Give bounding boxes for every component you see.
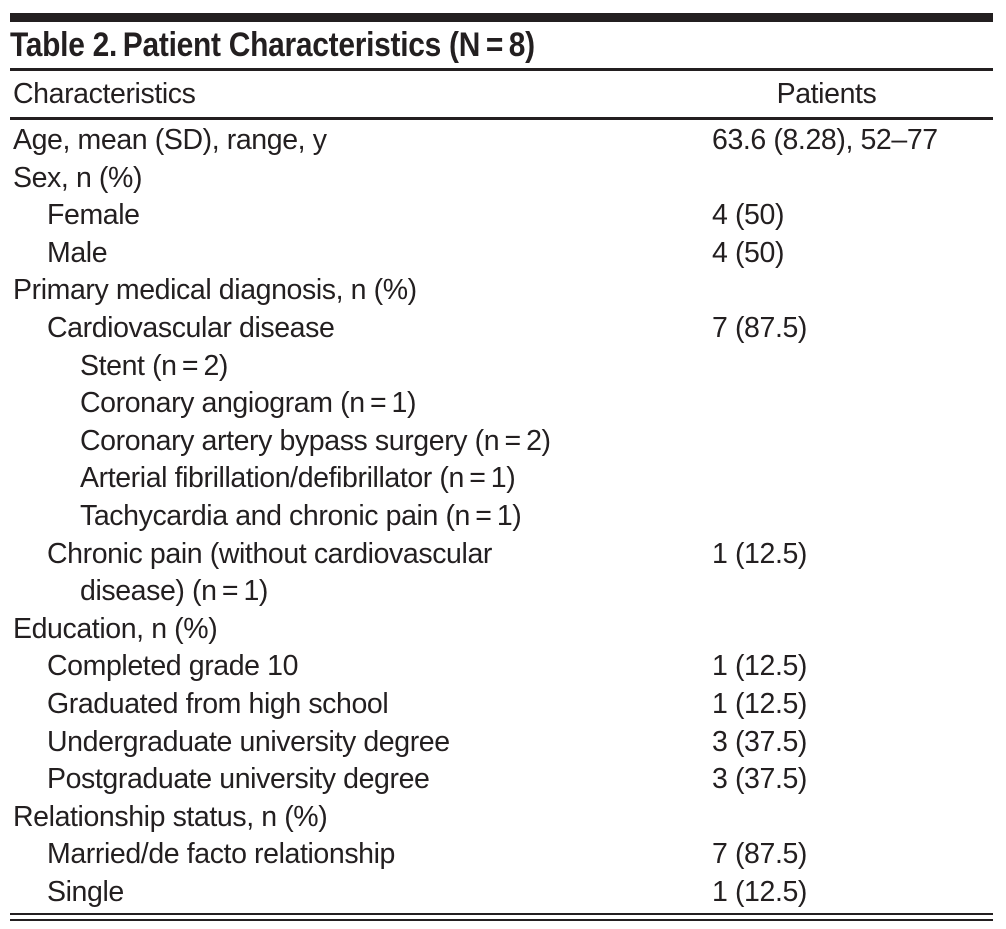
table-row: Education, n (%)	[10, 611, 993, 649]
row-label: Graduated from high school	[47, 687, 389, 720]
row-label-continuation: disease) (n = 1)	[80, 575, 268, 608]
row-value	[700, 498, 993, 536]
row-label-cell: Completed grade 10	[10, 648, 700, 686]
top-rule	[10, 13, 993, 22]
row-value: 63.6 (8.28), 52–77	[712, 124, 938, 156]
table-row: Stent (n = 2)	[10, 348, 993, 386]
column-header-characteristics: Characteristics	[13, 78, 196, 110]
column-header-patients: Patients	[776, 78, 877, 110]
row-label: Single	[47, 875, 124, 908]
row-label: Married/de facto relationship	[47, 838, 396, 871]
row-value: 1 (12.5)	[712, 687, 808, 720]
row-value	[700, 160, 993, 198]
table-row: Relationship status, n (%)	[10, 799, 993, 837]
row-label: Stent (n = 2)	[80, 349, 229, 382]
table-row: Tachycardia and chronic pain (n = 1)	[10, 498, 993, 536]
row-label-cell: Education, n (%)	[10, 611, 700, 649]
row-label: Completed grade 10	[47, 650, 299, 683]
row-value: 1 (12.5)	[712, 650, 808, 683]
row-label: Cardiovascular disease	[47, 311, 335, 344]
row-label-cell: Primary medical diagnosis, n (%)	[10, 272, 700, 310]
row-label-cell: Arterial fibrillation/defibrillator (n =…	[10, 460, 700, 498]
row-label-cell: Chronic pain (without cardiovascular dise…	[10, 536, 700, 611]
row-label: Coronary artery bypass surgery (n = 2)	[80, 424, 551, 457]
table-row: Coronary angiogram (n = 1)	[10, 385, 993, 423]
table-row: Male 4 (50)	[10, 235, 993, 273]
row-label-cell: Undergraduate university degree	[10, 724, 700, 762]
table-row: Coronary artery bypass surgery (n = 2)	[10, 423, 993, 461]
paper-table: Table 2. Patient Characteristics (N = 8)…	[10, 13, 993, 922]
row-label-cell: Sex, n (%)	[10, 160, 700, 198]
row-label-cell: Age, mean (SD), range, y	[10, 122, 700, 160]
row-label-cell: Married/de facto relationship	[10, 836, 700, 874]
row-label: Male	[47, 236, 108, 269]
table-row: Completed grade 10 1 (12.5)	[10, 648, 993, 686]
row-label: Arterial fibrillation/defibrillator (n =…	[80, 462, 516, 495]
row-label-cell: Cardiovascular disease	[10, 310, 700, 348]
table-row: Graduated from high school 1 (12.5)	[10, 686, 993, 724]
row-label-cell: Relationship status, n (%)	[10, 799, 700, 837]
bottom-rule	[10, 913, 993, 922]
row-value: 1 (12.5)	[712, 875, 808, 908]
row-label: Primary medical diagnosis, n (%)	[13, 274, 417, 307]
table-row: Single 1 (12.5)	[10, 874, 993, 912]
table-row: Arterial fibrillation/defibrillator (n =…	[10, 460, 993, 498]
row-value	[700, 385, 993, 423]
table-row: Married/de facto relationship 7 (87.5)	[10, 836, 993, 874]
row-value: 7 (87.5)	[712, 311, 808, 344]
row-label: Age, mean (SD), range, y	[13, 124, 327, 156]
table-row: Cardiovascular disease 7 (87.5)	[10, 310, 993, 348]
title-rule	[10, 68, 993, 71]
row-label: Female	[47, 199, 140, 232]
table-row: Female 4 (50)	[10, 197, 993, 235]
row-value: 4 (50)	[712, 236, 785, 269]
row-value	[700, 423, 993, 461]
table-row: Age, mean (SD), range, y 63.6 (8.28), 52–…	[10, 122, 993, 160]
row-label-cell: Tachycardia and chronic pain (n = 1)	[10, 498, 700, 536]
row-label: Sex, n (%)	[13, 161, 143, 194]
row-label-cell: Male	[10, 235, 700, 273]
row-value	[700, 348, 993, 386]
table-row: Chronic pain (without cardiovascular dise…	[10, 536, 993, 611]
row-label: Coronary angiogram (n = 1)	[80, 387, 417, 420]
row-label-cell: Graduated from high school	[10, 686, 700, 724]
row-label-cell: Single	[10, 874, 700, 912]
row-value: 3 (37.5)	[712, 763, 808, 796]
row-label: Postgraduate university degree	[47, 763, 430, 796]
row-label-cell: Stent (n = 2)	[10, 348, 700, 386]
table-row: Undergraduate university degree 3 (37.5)	[10, 724, 993, 762]
row-value	[700, 799, 993, 837]
row-value: 4 (50)	[712, 199, 785, 232]
table-row: Sex, n (%)	[10, 160, 993, 198]
table-title: Table 2. Patient Characteristics (N = 8)	[10, 25, 535, 64]
table-row: Postgraduate university degree 3 (37.5)	[10, 761, 993, 799]
row-value: 3 (37.5)	[712, 725, 808, 758]
row-label: Relationship status, n (%)	[13, 800, 328, 833]
row-value: 1 (12.5)	[712, 537, 808, 570]
table-row: Primary medical diagnosis, n (%)	[10, 272, 993, 310]
table-header-row: Characteristics Patients	[10, 71, 993, 117]
row-label-cell: Female	[10, 197, 700, 235]
table-title-band: Table 2. Patient Characteristics (N = 8)	[10, 22, 993, 68]
table-body: Age, mean (SD), range, y 63.6 (8.28), 52–…	[10, 120, 993, 911]
row-label: Education, n (%)	[13, 612, 218, 645]
row-label: Chronic pain (without cardiovascular	[47, 537, 492, 570]
row-label-cell: Coronary angiogram (n = 1)	[10, 385, 700, 423]
row-label-cell: Coronary artery bypass surgery (n = 2)	[10, 423, 700, 461]
row-value: 7 (87.5)	[712, 838, 808, 871]
header-rule	[10, 117, 993, 120]
row-label: Undergraduate university degree	[47, 725, 450, 758]
row-value	[700, 272, 993, 310]
row-value	[700, 611, 993, 649]
row-value	[700, 460, 993, 498]
row-label: Tachycardia and chronic pain (n = 1)	[80, 499, 522, 532]
row-label-cell: Postgraduate university degree	[10, 761, 700, 799]
